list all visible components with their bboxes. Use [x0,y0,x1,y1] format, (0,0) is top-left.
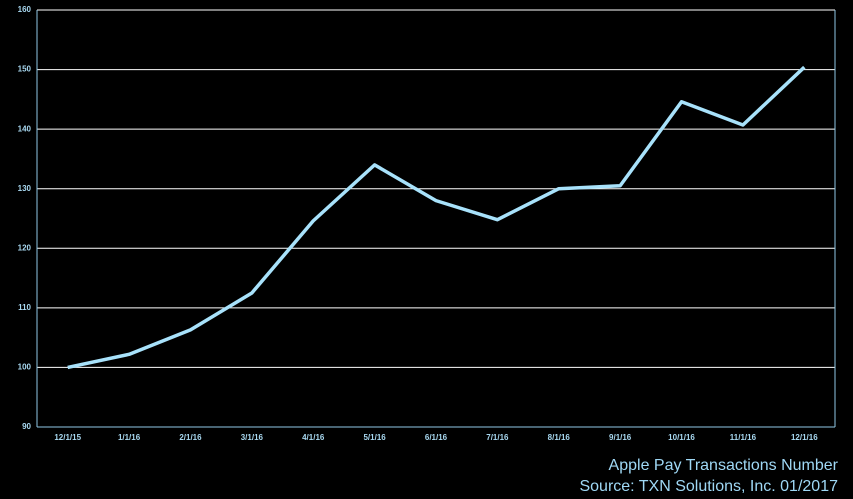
x-tick-label: 12/1/15 [54,433,81,442]
y-tick-label: 90 [22,422,31,431]
chart-title: Apple Pay Transactions Number [609,457,839,474]
y-tick-label: 140 [18,124,32,133]
x-tick-label: 5/1/16 [363,433,386,442]
y-tick-label: 120 [18,243,32,252]
data-line [67,65,806,370]
chart-source: Source: TXN Solutions, Inc. 01/2017 [579,478,838,495]
y-tick-label: 130 [18,184,32,193]
x-tick-label: 10/1/16 [668,433,695,442]
y-tick-label: 150 [18,65,32,74]
y-tick-label: 110 [18,303,31,312]
x-tick-label: 3/1/16 [241,433,264,442]
x-tick-label: 1/1/16 [118,433,141,442]
x-tick-label: 2/1/16 [179,433,202,442]
x-tick-label: 6/1/16 [425,433,448,442]
x-tick-label: 9/1/16 [609,433,632,442]
x-tick-label: 8/1/16 [548,433,571,442]
x-tick-label: 4/1/16 [302,433,325,442]
x-tick-label: 11/1/16 [730,433,757,442]
x-tick-label: 12/1/16 [791,433,818,442]
y-tick-label: 100 [18,363,32,372]
y-tick-label: 160 [18,5,32,14]
x-tick-label: 7/1/16 [486,433,509,442]
